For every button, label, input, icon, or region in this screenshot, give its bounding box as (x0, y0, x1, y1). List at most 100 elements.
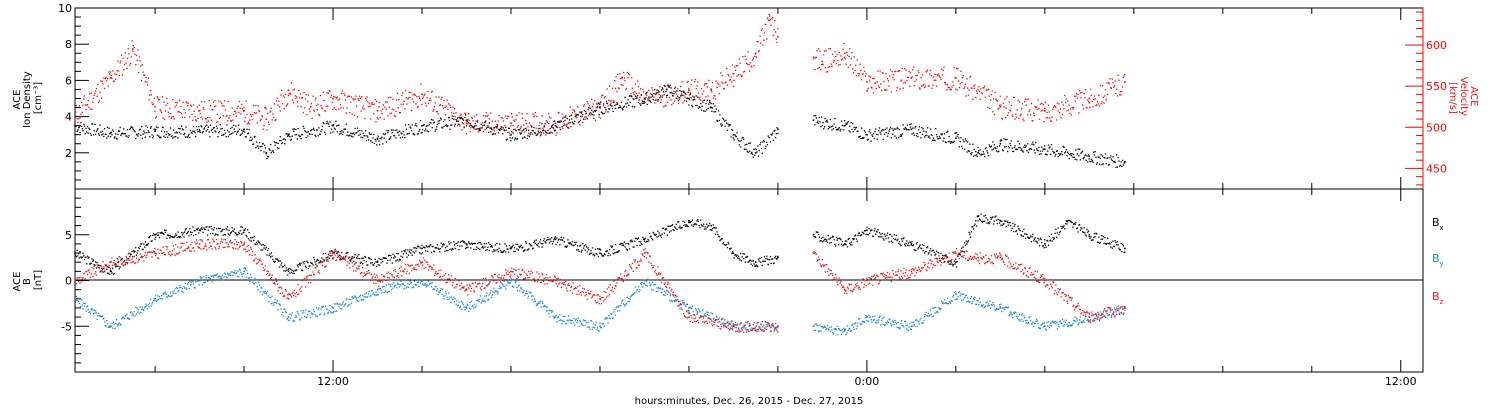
velocity-trace-dot (624, 79, 626, 82)
bx-point (955, 261, 957, 263)
velocity-trace-dot (279, 110, 281, 112)
bx-trace-dot (355, 262, 357, 264)
by-trace-dot (314, 314, 316, 316)
ion-density-trace-dot (1081, 151, 1083, 153)
ion-density-trace-dot (645, 92, 648, 94)
ion-density-trace-dot (212, 131, 214, 134)
velocity-trace-dot (669, 84, 671, 86)
velocity-trace-dot (710, 88, 712, 90)
velocity-trace-dot (1038, 108, 1040, 110)
ion-density-trace-dot (333, 127, 336, 129)
ion-density-trace-dot (418, 130, 420, 132)
bx-trace-dot (674, 227, 677, 229)
bx-trace-dot (364, 255, 366, 258)
ion-density-trace-dot (1035, 141, 1037, 144)
ion-density-trace-dot (255, 141, 258, 143)
bx-trace-dot (838, 244, 840, 246)
bx-trace-dot (919, 244, 921, 246)
ion-density-trace-dot (115, 137, 118, 140)
bx-trace-dot (519, 245, 522, 247)
bx-trace-dot (462, 240, 464, 242)
velocity-trace-dot (469, 131, 471, 133)
ion-density-trace-dot (467, 121, 469, 123)
ion-density-trace-dot (184, 132, 186, 135)
ion-density-trace-dot (740, 146, 742, 148)
ion-density-trace-dot (334, 128, 336, 130)
velocity-trace-dot (835, 62, 838, 65)
velocity-trace-dot (454, 115, 456, 118)
bx-trace-dot (571, 241, 574, 243)
velocity-trace-dot (427, 90, 429, 93)
velocity-trace-dot (520, 126, 522, 128)
by-trace-dot (112, 327, 114, 329)
bx-trace-dot (862, 232, 864, 234)
bx-trace-dot (1067, 219, 1070, 221)
by-trace-dot (235, 272, 238, 274)
bx-trace-dot (107, 272, 109, 275)
bx-trace-dot (105, 264, 107, 267)
bx-point (154, 233, 156, 236)
velocity-trace-dot (551, 126, 553, 129)
ion-density-trace-dot (934, 139, 936, 142)
by-trace-dot (446, 296, 448, 298)
velocity-trace-dot (935, 79, 937, 81)
velocity-trace-dot (251, 118, 253, 121)
by-trace-dot (178, 290, 180, 292)
bx-trace-dot (183, 236, 185, 238)
velocity-trace-dot (143, 74, 145, 76)
ion-density-trace-dot (863, 136, 865, 139)
ion-density-trace-dot (230, 127, 232, 130)
bx-trace-dot (644, 237, 646, 240)
ion-density-trace-dot (287, 135, 289, 137)
ion-density-trace-dot (175, 136, 177, 138)
ion-density-trace-dot (382, 143, 384, 145)
ion-density-trace-dot (517, 129, 519, 131)
bx-trace-dot (522, 246, 524, 248)
velocity-trace-dot (697, 92, 700, 94)
bx-trace-dot (744, 261, 746, 263)
bx-trace-dot (96, 262, 98, 264)
bx-trace-dot (635, 237, 637, 240)
density-tick-label: 2 (65, 147, 72, 160)
velocity-trace-dot (874, 82, 876, 85)
velocity-trace-dot (736, 75, 738, 77)
by-trace-dot (405, 287, 407, 289)
ion-density-trace-dot (509, 137, 511, 139)
bx-trace-dot (133, 251, 135, 253)
velocity-point (621, 77, 623, 79)
bx-trace-dot (925, 251, 927, 253)
by-trace-dot (201, 284, 204, 286)
ion-density-trace-dot (855, 126, 858, 129)
velocity-trace-dot (917, 70, 919, 72)
bx-trace-dot (520, 244, 522, 246)
by-trace-dot (362, 299, 364, 301)
by-trace-dot (281, 313, 283, 316)
bx-trace-dot (602, 255, 605, 257)
velocity-trace-dot (413, 93, 416, 95)
ion-density-trace-dot (749, 142, 751, 144)
bx-trace-dot (981, 221, 984, 223)
ion-density-trace-dot (747, 151, 749, 153)
by-trace-dot (232, 274, 234, 276)
ion-density-trace-dot (477, 127, 479, 130)
bx-trace-dot (774, 257, 776, 259)
ion-density-trace-dot (872, 133, 875, 135)
ion-density-trace-dot (888, 130, 890, 132)
bx-trace-dot (1099, 241, 1101, 244)
ion-density-trace-dot (813, 115, 815, 117)
ion-density-trace-dot (610, 104, 612, 107)
by-trace-dot (141, 308, 143, 310)
ion-density-trace-dot (281, 142, 284, 144)
velocity-trace-dot (908, 70, 910, 73)
bx-trace-dot (953, 260, 955, 262)
ion-density-trace-dot (559, 128, 562, 131)
by-trace-dot (387, 291, 389, 293)
by-trace-dot (388, 291, 390, 293)
velocity-trace-dot (311, 117, 313, 119)
bx-trace-dot (1095, 232, 1097, 234)
velocity-trace-dot (927, 85, 929, 87)
velocity-trace-dot (742, 56, 744, 58)
bx-trace-dot (232, 230, 234, 232)
ion-density-trace-dot (239, 134, 241, 136)
ion-density-trace-dot (191, 132, 193, 134)
